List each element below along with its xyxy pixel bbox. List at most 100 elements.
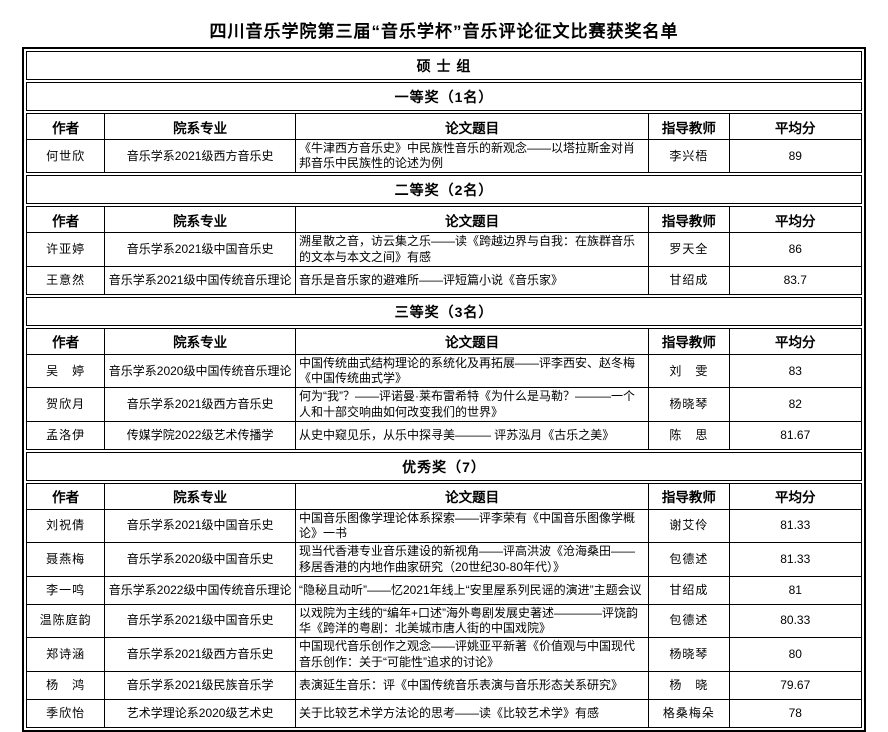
awards-table-container: 硕 士 组 一等奖（1名） 作者 院系专业 论文题目 指导教师 平均分 何世欣 音乐学系2… bbox=[22, 47, 866, 732]
cell-author: 孟洛伊 bbox=[25, 420, 106, 450]
award-section-title: 一等奖（1名） bbox=[26, 82, 862, 111]
cell-paper: 中国现代音乐创作之观念——评姚亚平新著《价值观与中国现代音乐创作：关于“可能性”… bbox=[294, 637, 650, 672]
cell-teacher: 杨晓琴 bbox=[648, 637, 730, 672]
cell-dept: 音乐学系2021级西方音乐史 bbox=[104, 637, 296, 672]
cell-score: 86 bbox=[728, 232, 862, 267]
cell-score: 80.33 bbox=[728, 603, 862, 639]
cell-teacher: 甘绍成 bbox=[648, 265, 730, 295]
cell-teacher: 刘 雯 bbox=[648, 353, 730, 389]
cell-score: 81.33 bbox=[728, 508, 862, 544]
table-row: 贺欣月 音乐学系2021级西方音乐史 何为“我”？——评诺曼·莱布雷希特《为什么是马… bbox=[25, 387, 862, 422]
cell-score: 78 bbox=[728, 698, 862, 728]
award-table: 作者 院系专业 论文题目 指导教师 平均分 何世欣 音乐学系2021级西方音乐史 《牛津西方… bbox=[25, 113, 862, 174]
column-header-author: 作者 bbox=[25, 482, 106, 510]
cell-paper: “隐秘且动听”——忆2021年线上“安里屋系列民谣的演进”主题会议 bbox=[294, 575, 650, 605]
award-section: 一等奖（1名） 作者 院系专业 论文题目 指导教师 平均分 何世欣 音乐学系2021级西方… bbox=[25, 82, 862, 174]
column-header-row: 作者 院系专业 论文题目 指导教师 平均分 bbox=[25, 482, 862, 510]
cell-dept: 音乐学系2020级中国传统音乐理论 bbox=[104, 353, 296, 389]
cell-dept: 艺术学理论系2020级艺术史 bbox=[104, 698, 296, 728]
cell-dept: 音乐学系2020级中国音乐史 bbox=[104, 542, 296, 577]
cell-dept: 音乐学系2021级西方音乐史 bbox=[104, 387, 296, 422]
cell-paper: 关于比较艺术学方法论的思考——读《比较艺术学》有感 bbox=[294, 698, 650, 728]
award-section-title: 优秀奖（7） bbox=[26, 451, 862, 481]
table-row: 杨 鸿音乐学系2021级民族音乐学 表演延生音乐：评《中国传统音乐表演与音乐形态关… bbox=[25, 670, 862, 700]
sections-root: 一等奖（1名） 作者 院系专业 论文题目 指导教师 平均分 何世欣 音乐学系2021级西方… bbox=[25, 82, 862, 728]
cell-dept: 音乐学系2021级中国音乐史 bbox=[104, 232, 296, 267]
cell-score: 81.67 bbox=[728, 420, 862, 450]
column-header-teacher: 指导教师 bbox=[648, 206, 730, 234]
table-row: 聂燕梅 音乐学系2020级中国音乐史 现当代香港专业音乐建设的新视角——评高洪波《沧… bbox=[25, 542, 862, 577]
cell-author: 温陈庭韵 bbox=[25, 603, 106, 639]
cell-teacher: 陈 思 bbox=[648, 420, 730, 450]
column-header-author: 作者 bbox=[25, 113, 106, 140]
table-row: 李一鸣 音乐学系2022级中国传统音乐理论 “隐秘且动听”——忆2021年线上“安里… bbox=[25, 575, 862, 605]
award-section-title: 三等奖（3名） bbox=[26, 296, 862, 326]
cell-author: 贺欣月 bbox=[25, 387, 106, 422]
column-header-dept: 院系专业 bbox=[104, 327, 296, 355]
group-header: 硕 士 组 bbox=[26, 51, 862, 80]
cell-author: 吴 婷 bbox=[25, 353, 106, 389]
award-table: 作者 院系专业 论文题目 指导教师 平均分 吴 婷音乐学系2020级中国传统音乐理论 中国… bbox=[25, 327, 862, 450]
cell-teacher: 杨 晓 bbox=[648, 670, 730, 700]
page-title: 四川音乐学院第三届“音乐学杯”音乐评论征文比赛获奖名单 bbox=[209, 22, 679, 41]
table-row: 季欣怡 艺术学理论系2020级艺术史 关于比较艺术学方法论的思考——读《比较艺术学》… bbox=[25, 698, 862, 728]
column-header-score: 平均分 bbox=[728, 206, 862, 234]
cell-score: 81 bbox=[728, 575, 862, 605]
cell-score: 80 bbox=[728, 637, 862, 672]
column-header-score: 平均分 bbox=[728, 113, 862, 140]
cell-dept: 音乐学系2021级民族音乐学 bbox=[104, 670, 296, 700]
column-header-author: 作者 bbox=[25, 327, 106, 355]
column-header-paper: 论文题目 bbox=[294, 206, 650, 234]
cell-teacher: 包德述 bbox=[648, 542, 730, 577]
cell-paper: 音乐是音乐家的避难所——评短篇小说《音乐家》 bbox=[294, 265, 650, 295]
cell-author: 王意然 bbox=[25, 265, 106, 295]
cell-teacher: 罗天全 bbox=[648, 232, 730, 267]
cell-score: 79.67 bbox=[728, 670, 862, 700]
column-header-row: 作者 院系专业 论文题目 指导教师 平均分 bbox=[25, 113, 862, 140]
cell-author: 何世欣 bbox=[25, 138, 106, 174]
column-header-score: 平均分 bbox=[728, 482, 862, 510]
award-section-title: 二等奖（2名） bbox=[26, 175, 862, 205]
cell-teacher: 格桑梅朵 bbox=[648, 698, 730, 728]
cell-paper: 何为“我”？——评诺曼·莱布雷希特《为什么是马勒？———一个人和十部交响曲如何改… bbox=[294, 387, 650, 422]
column-header-row: 作者 院系专业 论文题目 指导教师 平均分 bbox=[25, 327, 862, 355]
table-row: 刘祝倩 音乐学系2021级中国音乐史 中国音乐图像学理论体系探索——评李荣有《中国音… bbox=[25, 508, 862, 544]
cell-teacher: 杨晓琴 bbox=[648, 387, 730, 422]
column-header-dept: 院系专业 bbox=[104, 482, 296, 510]
column-header-score: 平均分 bbox=[728, 327, 862, 355]
cell-paper: 现当代香港专业音乐建设的新视角——评高洪波《沧海桑田——移居香港的内地作曲家研究… bbox=[294, 542, 650, 577]
cell-author: 许亚婷 bbox=[25, 232, 106, 267]
award-section: 优秀奖（7） 作者 院系专业 论文题目 指导教师 平均分 刘祝倩 音乐学系2021级中国音… bbox=[25, 451, 862, 728]
cell-teacher: 李兴梧 bbox=[648, 138, 730, 174]
column-header-author: 作者 bbox=[25, 206, 106, 234]
table-row: 郑诗涵 音乐学系2021级西方音乐史 中国现代音乐创作之观念——评姚亚平新著《价值观… bbox=[25, 637, 862, 672]
column-header-dept: 院系专业 bbox=[104, 206, 296, 234]
cell-paper: 中国音乐图像学理论体系探索——评李荣有《中国音乐图像学概论》一书 bbox=[294, 508, 650, 544]
award-section: 三等奖（3名） 作者 院系专业 论文题目 指导教师 平均分 吴 婷音乐学系2020级中国… bbox=[25, 296, 862, 450]
cell-teacher: 包德述 bbox=[648, 603, 730, 639]
cell-teacher: 谢艾伶 bbox=[648, 508, 730, 544]
cell-author: 杨 鸿 bbox=[25, 670, 106, 700]
cell-paper: 表演延生音乐：评《中国传统音乐表演与音乐形态关系研究》 bbox=[294, 670, 650, 700]
cell-teacher: 甘绍成 bbox=[648, 575, 730, 605]
cell-paper: 以戏院为主线的“编年+口述”海外粤剧发展史著述————评饶韵华《跨洋的粤剧：北美… bbox=[294, 603, 650, 639]
cell-paper: 溯星散之音，访云集之乐——读《跨越边界与自我：在族群音乐的文本与本文之间》有感 bbox=[294, 232, 650, 267]
award-section: 二等奖（2名） 作者 院系专业 论文题目 指导教师 平均分 许亚婷 音乐学系2021级中国… bbox=[25, 175, 862, 295]
cell-dept: 音乐学系2021级中国音乐史 bbox=[104, 508, 296, 544]
cell-score: 89 bbox=[728, 138, 862, 174]
cell-paper: 《牛津西方音乐史》中民族性音乐的新观念——以塔拉斯金对肖邦音乐中民族性的论述为例 bbox=[294, 138, 650, 174]
cell-author: 聂燕梅 bbox=[25, 542, 106, 577]
cell-author: 刘祝倩 bbox=[25, 508, 106, 544]
cell-dept: 音乐学系2021级中国音乐史 bbox=[104, 603, 296, 639]
cell-dept: 音乐学系2021级中国传统音乐理论 bbox=[104, 265, 296, 295]
column-header-paper: 论文题目 bbox=[294, 482, 650, 510]
column-header-paper: 论文题目 bbox=[294, 327, 650, 355]
column-header-teacher: 指导教师 bbox=[648, 113, 730, 140]
cell-paper: 中国传统曲式结构理论的系统化及再拓展——评李西安、赵冬梅《中国传统曲式学》 bbox=[294, 353, 650, 389]
table-row: 孟洛伊 传媒学院2022级艺术传播学 从史中窥见乐，从乐中探寻美——— 评苏泓月《古… bbox=[25, 420, 862, 450]
cell-author: 李一鸣 bbox=[25, 575, 106, 605]
table-row: 王意然 音乐学系2021级中国传统音乐理论 音乐是音乐家的避难所——评短篇小说《音乐… bbox=[25, 265, 862, 295]
column-header-row: 作者 院系专业 论文题目 指导教师 平均分 bbox=[25, 206, 862, 234]
column-header-teacher: 指导教师 bbox=[648, 482, 730, 510]
cell-dept: 音乐学系2022级中国传统音乐理论 bbox=[104, 575, 296, 605]
